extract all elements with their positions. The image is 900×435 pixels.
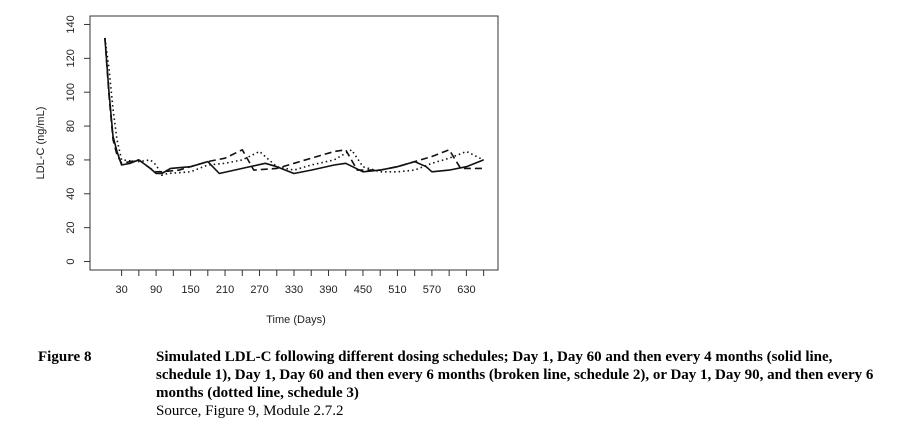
x-tick-label: 450 bbox=[354, 284, 372, 296]
x-tick-label: 330 bbox=[285, 284, 303, 296]
x-tick-label: 510 bbox=[388, 284, 406, 296]
x-axis-label: Time (Days) bbox=[266, 314, 325, 326]
y-tick-label: 20 bbox=[65, 222, 77, 234]
x-tick-label: 210 bbox=[216, 284, 234, 296]
figure-source: Source, Figure 9, Module 2.7.2 bbox=[156, 403, 344, 419]
x-tick-label: 30 bbox=[115, 284, 127, 296]
plot-area-frame bbox=[89, 15, 499, 271]
y-tick-label: 0 bbox=[65, 258, 77, 264]
figure-description: Simulated LDL-C following different dosi… bbox=[156, 349, 874, 401]
series-line-dashed bbox=[104, 37, 484, 173]
x-tick-label: 630 bbox=[457, 284, 475, 296]
y-tick-label: 100 bbox=[65, 83, 77, 101]
x-tick-label: 150 bbox=[181, 284, 199, 296]
x-tick-label: 90 bbox=[150, 284, 162, 296]
y-tick-label: 120 bbox=[65, 49, 77, 67]
series-line-dotted bbox=[104, 37, 484, 176]
y-axis-label: LDL-C (ng/mL) bbox=[35, 107, 47, 180]
y-tick-label: 80 bbox=[65, 120, 77, 132]
y-tick-label: 60 bbox=[65, 154, 77, 166]
x-tick-label: 390 bbox=[319, 284, 337, 296]
x-tick-label: 270 bbox=[250, 284, 268, 296]
figure-label: Figure 8 bbox=[38, 349, 92, 365]
x-tick-label: 570 bbox=[423, 284, 441, 296]
y-tick-label: 40 bbox=[65, 188, 77, 200]
series-layer bbox=[104, 37, 484, 176]
y-axis: 0 20 40 60 80 100 120 140 bbox=[65, 15, 91, 265]
series-line-solid bbox=[104, 37, 484, 175]
y-tick-label: 140 bbox=[65, 15, 77, 33]
ldl-chart: 30 90 150 210 270 330 390 450 510 570 630 0 20 40 60 8… bbox=[35, 15, 499, 326]
x-axis: 30 90 150 210 270 330 390 450 510 570 630 bbox=[115, 269, 485, 296]
